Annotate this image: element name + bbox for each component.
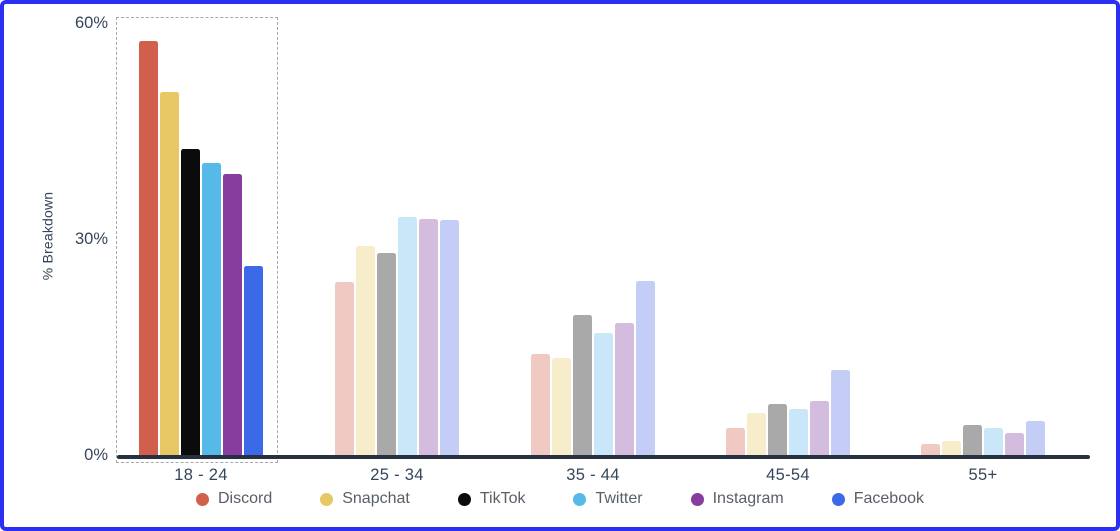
bar-facebook-25-34	[440, 220, 459, 455]
bar-facebook-35-44	[636, 281, 655, 455]
bar-twitter-55+	[984, 428, 1003, 455]
bar-tiktok-18-24	[181, 149, 200, 455]
x-tick-label-45-54: 45-54	[766, 466, 810, 484]
legend-item-discord[interactable]: Discord	[195, 490, 273, 508]
bar-instagram-25-34	[419, 218, 438, 455]
bar-snapchat-45-54	[747, 412, 766, 455]
bar-discord-18-24	[139, 41, 158, 455]
x-tick-label-35-44: 35 - 44	[566, 466, 620, 484]
bar-twitter-18-24	[202, 162, 221, 455]
facebook-legend-dot-icon	[831, 492, 845, 506]
tiktok-legend-dot-icon	[457, 492, 471, 506]
legend-label: Snapchat	[342, 490, 410, 507]
legend-item-instagram[interactable]: Instagram	[690, 490, 784, 508]
legend-label: Facebook	[853, 490, 924, 507]
x-tick-label-55+: 55+	[968, 466, 998, 484]
legend-item-facebook[interactable]: Facebook	[831, 490, 924, 508]
y-tick-label-0: 0%	[84, 446, 108, 464]
bar-snapchat-55+	[942, 441, 961, 455]
bar-discord-35-44	[531, 354, 550, 455]
legend-label: Discord	[217, 490, 273, 507]
bar-discord-45-54	[726, 427, 745, 455]
legend-item-twitter[interactable]: Twitter	[573, 490, 643, 508]
bar-instagram-18-24	[223, 174, 242, 455]
bar-tiktok-35-44	[573, 315, 592, 455]
bar-snapchat-35-44	[552, 357, 571, 455]
legend-item-snapchat[interactable]: Snapchat	[320, 490, 410, 508]
bar-tiktok-55+	[963, 425, 982, 455]
x-tick-label-18-24: 18 - 24	[174, 466, 228, 484]
bar-tiktok-45-54	[768, 403, 787, 455]
x-axis-line	[117, 455, 1090, 459]
snapchat-legend-dot-icon	[320, 492, 334, 506]
bar-facebook-18-24	[244, 266, 263, 455]
twitter-legend-dot-icon	[573, 492, 587, 506]
bar-twitter-25-34	[398, 217, 417, 455]
bar-facebook-55+	[1026, 421, 1045, 455]
legend-label: TikTok	[479, 490, 526, 507]
bar-snapchat-25-34	[356, 246, 375, 455]
instagram-legend-dot-icon	[690, 492, 704, 506]
bar-discord-55+	[921, 444, 940, 455]
legend-label: Instagram	[712, 490, 784, 507]
bar-instagram-55+	[1005, 432, 1024, 455]
bar-discord-25-34	[335, 282, 354, 455]
highlight-box-18-24	[116, 17, 278, 463]
bar-snapchat-18-24	[160, 92, 179, 455]
bar-instagram-45-54	[810, 401, 829, 455]
bar-tiktok-25-34	[377, 253, 396, 455]
x-tick-label-25-34: 25 - 34	[370, 466, 424, 484]
legend: Discord Snapchat TikTok Twitter Instagram Fac…	[4, 490, 1116, 508]
bar-twitter-45-54	[789, 408, 808, 455]
bar-twitter-35-44	[594, 333, 613, 455]
legend-item-tiktok[interactable]: TikTok	[457, 490, 526, 508]
y-tick-label-30: 30%	[74, 230, 108, 248]
discord-legend-dot-icon	[195, 492, 209, 506]
bar-facebook-45-54	[831, 370, 850, 455]
bar-instagram-35-44	[615, 323, 634, 455]
y-tick-label-60: 60%	[74, 14, 108, 32]
legend-label: Twitter	[595, 490, 643, 507]
